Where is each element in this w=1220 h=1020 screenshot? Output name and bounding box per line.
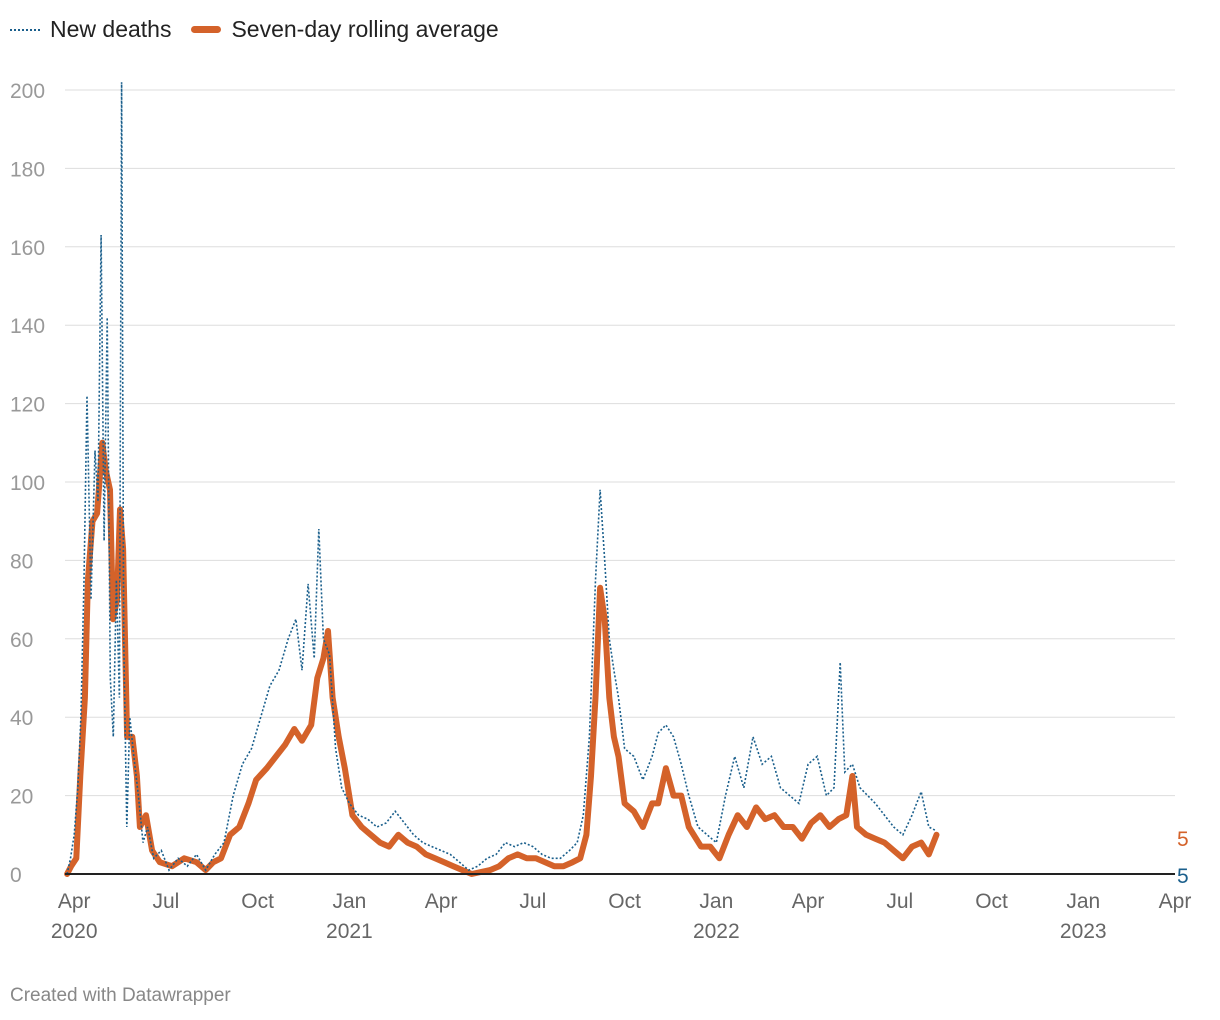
y-tick-label-80: 80	[10, 550, 33, 573]
x-tick-label-3: Jan	[332, 890, 366, 913]
legend-swatch-rolling-average	[191, 26, 222, 33]
legend-swatch-new-deaths	[10, 28, 40, 31]
x-tick-label-11: Jan	[1066, 890, 1100, 913]
x-tick-year-2020: 2020	[51, 920, 98, 943]
legend-item-new-deaths[interactable]: New deaths	[10, 16, 171, 43]
x-tick-year-2022: 2022	[693, 920, 740, 943]
y-tick-label-100: 100	[10, 472, 45, 495]
x-tick-label-12: Apr	[1159, 890, 1192, 913]
series-line-rolling-average	[64, 439, 940, 877]
series-line-new-deaths	[66, 82, 937, 875]
legend-label-new-deaths: New deaths	[50, 16, 172, 42]
x-tick-label-4: Apr	[425, 890, 458, 913]
y-tick-label-200: 200	[10, 80, 45, 103]
x-tick-year-2021: 2021	[326, 920, 373, 943]
x-tick-label-9: Jul	[886, 890, 913, 913]
legend-item-rolling-average[interactable]: Seven-day rolling average	[191, 16, 499, 43]
y-tick-label-160: 160	[10, 237, 45, 260]
y-tick-label-140: 140	[10, 315, 45, 338]
x-tick-label-7: Jan	[699, 890, 733, 913]
x-tick-label-0: Apr	[58, 890, 91, 913]
legend-label-rolling-average: Seven-day rolling average	[231, 16, 499, 42]
end-label-rolling-average: 5	[1177, 828, 1189, 851]
legend: New deaths Seven-day rolling average	[10, 16, 499, 43]
x-tick-year-2023: 2023	[1060, 920, 1107, 943]
y-tick-label-20: 20	[10, 786, 33, 809]
credit-footer: Created with Datawrapper	[10, 985, 231, 1006]
chart: 0 20 40 60 80 100 120 140 160 180 200 Apr 2020 Jul Oct…	[10, 80, 1192, 943]
x-tick-label-1: Jul	[152, 890, 179, 913]
y-tick-label-120: 120	[10, 394, 45, 417]
end-label-new-deaths: 5	[1177, 865, 1189, 888]
y-tick-label-60: 60	[10, 629, 33, 652]
y-tick-label-0: 0	[10, 864, 22, 887]
x-tick-label-5: Jul	[519, 890, 546, 913]
y-tick-label-40: 40	[10, 707, 33, 730]
x-tick-label-6: Oct	[608, 890, 641, 913]
x-tick-label-8: Apr	[792, 890, 825, 913]
y-tick-label-180: 180	[10, 158, 45, 181]
x-tick-label-10: Oct	[975, 890, 1008, 913]
x-tick-label-2: Oct	[241, 890, 274, 913]
